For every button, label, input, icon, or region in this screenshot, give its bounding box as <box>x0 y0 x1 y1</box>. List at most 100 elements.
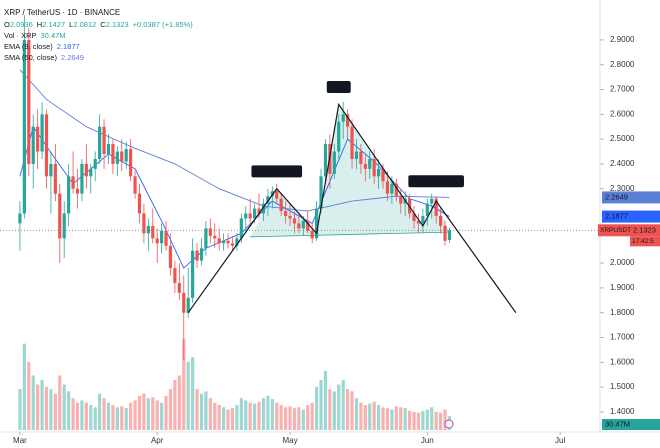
neckline <box>250 231 450 238</box>
candle-body <box>151 225 155 239</box>
ohlc-value: 2.0936 <box>10 20 33 29</box>
x-tick-label: Jul <box>555 436 565 445</box>
volume-bar <box>199 393 204 430</box>
candle-body <box>235 238 239 246</box>
candle-body <box>359 151 363 164</box>
volume-bar <box>279 405 283 430</box>
candle-body <box>275 191 279 199</box>
volume-bar <box>385 408 390 430</box>
candle-body <box>354 151 359 159</box>
volume-badge-box <box>602 419 660 430</box>
volume-bar <box>22 343 26 430</box>
volume-bar <box>106 402 111 430</box>
candle-body <box>199 248 204 261</box>
volume-bar <box>111 405 115 430</box>
candle-body <box>155 238 159 244</box>
candle-body <box>89 168 93 177</box>
candle-body <box>129 149 133 177</box>
volume-bar <box>160 402 164 430</box>
volume-bar <box>18 389 22 430</box>
y-tick-label: 2.7000 <box>610 85 635 94</box>
candle-body <box>270 191 274 197</box>
volume-bar <box>421 410 425 430</box>
candle-body <box>36 126 40 152</box>
indicator-value: 2.1877 <box>57 42 80 51</box>
candle-body <box>372 158 376 177</box>
volume-bar <box>115 407 119 430</box>
candle-body <box>301 220 305 229</box>
y-tick-label: 1.7000 <box>610 333 635 342</box>
y-tick-label: 1.5000 <box>610 382 635 391</box>
candle-body <box>58 193 62 239</box>
candle-body <box>430 198 434 204</box>
annotation-box <box>408 175 464 188</box>
volume-bar <box>350 391 354 430</box>
volume-bar <box>222 407 226 430</box>
volume-bar <box>425 409 429 430</box>
candle-body <box>363 163 367 169</box>
volume-bar <box>182 339 186 430</box>
candle-body <box>177 282 181 293</box>
ohlc-value: 2.0812 <box>73 20 96 29</box>
candle-body <box>284 211 288 216</box>
candle-body <box>341 114 345 122</box>
candle-body <box>266 196 270 204</box>
candle-body <box>337 121 341 152</box>
volume-bar <box>394 406 398 430</box>
candle-body <box>438 215 443 226</box>
candle-body <box>44 114 49 177</box>
candle-body <box>137 193 142 214</box>
volume-bar <box>208 398 212 430</box>
volume-bar <box>381 407 385 430</box>
volume-bar <box>244 400 248 430</box>
volume-bar <box>288 406 292 430</box>
indicator-legend: EMA (9, close) 2.1877 <box>4 42 80 51</box>
volume-bar <box>253 403 257 430</box>
volume-bar <box>102 398 106 430</box>
candle-body <box>230 243 235 246</box>
ohlc-value: 2.1323 <box>106 20 129 29</box>
volume-bar <box>44 386 49 430</box>
volume-bar <box>266 395 270 430</box>
candle-body <box>257 208 261 214</box>
annotation: Head <box>326 81 351 94</box>
volume-badge: 30.47M <box>605 419 630 428</box>
volume-bar <box>36 384 40 430</box>
candle-body <box>239 218 243 239</box>
candle-body <box>306 220 310 231</box>
volume-bar <box>217 405 221 430</box>
volume-bar <box>332 391 336 430</box>
y-tick-label: 1.9000 <box>610 283 635 292</box>
candle-body <box>244 213 248 219</box>
ohlc-key: O <box>4 20 10 29</box>
candle-body <box>425 203 429 216</box>
indicator-badge-box <box>602 210 660 223</box>
annotation-label: Right Shoulder <box>411 176 461 185</box>
volume-bar <box>89 405 93 430</box>
volume-legend: Vol · XRP 30.47M <box>4 31 66 40</box>
candle-body <box>292 218 297 224</box>
volume-bar <box>315 386 319 430</box>
volume-bar <box>346 389 350 430</box>
volume-bar <box>177 375 181 430</box>
y-tick-label: 2.4000 <box>610 159 635 168</box>
volume-bar <box>230 408 235 430</box>
volume-bar <box>248 402 252 430</box>
volume-bar <box>416 412 421 430</box>
indicator-line <box>19 69 450 212</box>
volume-bar <box>151 397 155 430</box>
volume-bar <box>363 405 367 430</box>
volume-bar <box>84 402 88 430</box>
volume-bar <box>239 398 243 430</box>
candle-body <box>310 230 314 239</box>
candle-body <box>195 250 199 261</box>
volume-bar <box>71 398 75 430</box>
candle-body <box>315 208 319 239</box>
candle-body <box>248 213 252 219</box>
volume-bar <box>124 408 128 430</box>
y-tick-label: 1.6000 <box>610 357 635 366</box>
candle-body <box>22 39 26 214</box>
volume-bar <box>186 361 190 430</box>
candle-body <box>106 144 111 154</box>
